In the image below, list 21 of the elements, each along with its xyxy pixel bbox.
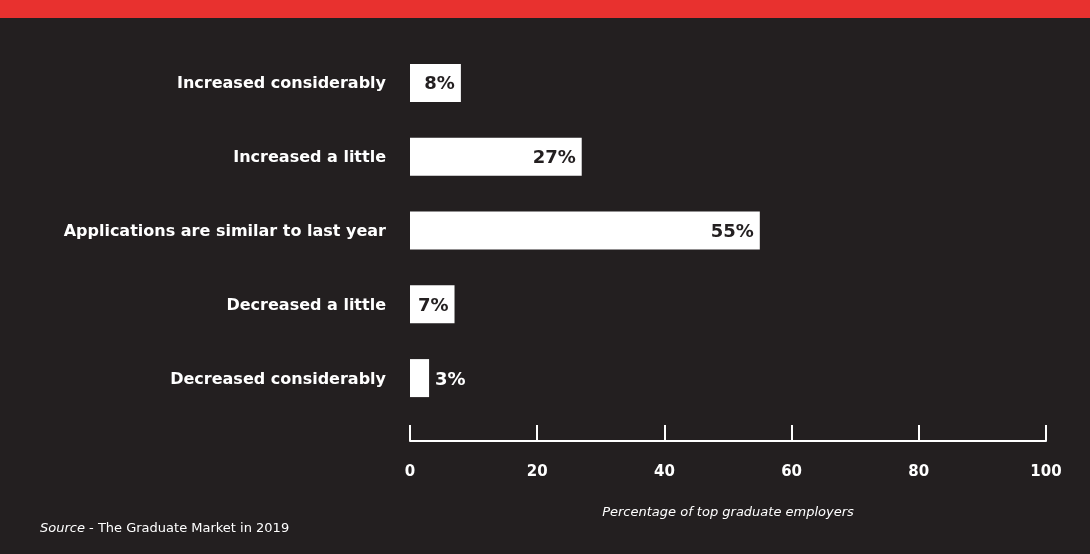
- y-tick-label: Increased a little: [233, 147, 387, 167]
- data-label: 3%: [435, 367, 466, 389]
- x-tick-label: 0: [404, 461, 416, 480]
- x-tick-label: 40: [653, 461, 675, 480]
- y-tick-label: Applications are similar to last year: [63, 221, 387, 240]
- bar: [410, 137, 582, 176]
- x-axis-title: Percentage of top graduate employers: [602, 504, 855, 519]
- data-label: 8%: [424, 72, 455, 94]
- data-label: 7%: [417, 293, 449, 315]
- y-tick-label: Increased considerably: [177, 73, 387, 93]
- y-tick-label: Decreased a little: [226, 294, 387, 314]
- data-label: 55%: [710, 220, 754, 241]
- x-tick-label: 80: [908, 461, 930, 480]
- x-tick-label: 20: [526, 461, 548, 480]
- y-tick-label: Decreased considerably: [170, 368, 387, 388]
- bar: [410, 211, 760, 250]
- data-label: 27%: [532, 146, 576, 168]
- source-note: Source - The Graduate Market in 2019: [40, 520, 290, 535]
- x-tick-label: 60: [781, 461, 803, 480]
- bar: [410, 359, 430, 398]
- x-tick-label: 100: [1030, 461, 1062, 480]
